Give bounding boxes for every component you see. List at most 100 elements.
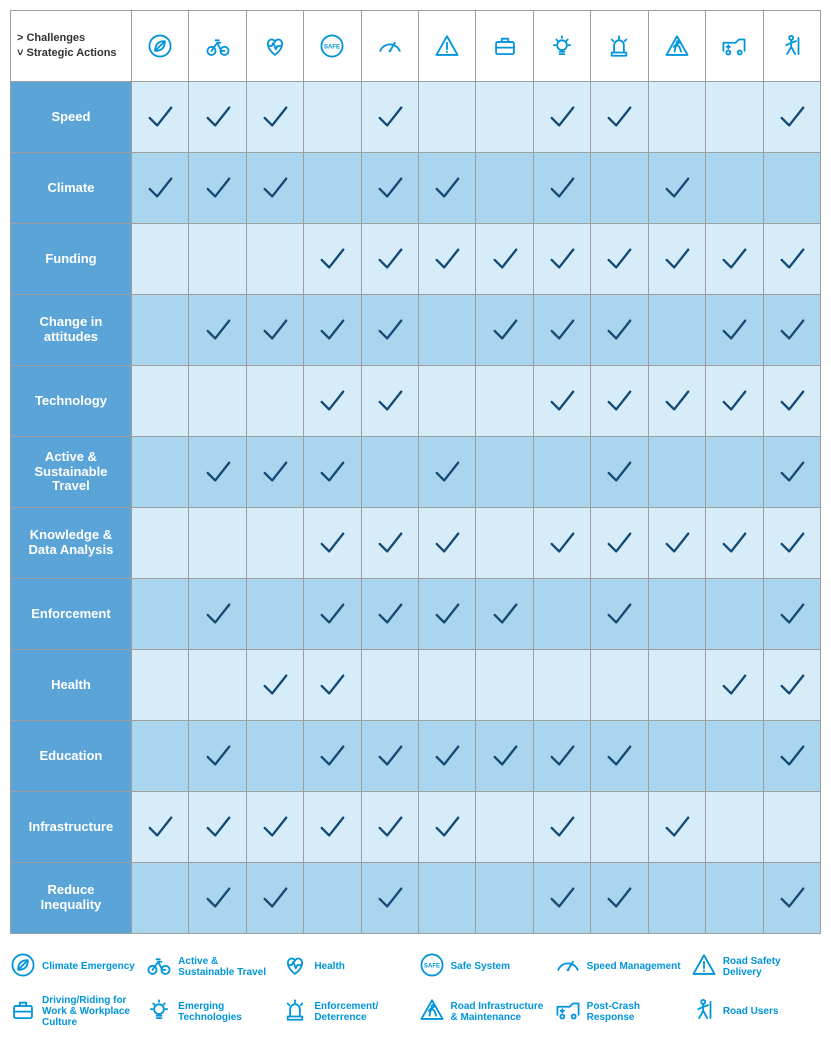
cell xyxy=(131,82,188,153)
cell xyxy=(476,437,533,508)
cell xyxy=(189,650,246,721)
cell xyxy=(304,508,361,579)
cell xyxy=(419,650,476,721)
cell xyxy=(763,82,820,153)
cell xyxy=(533,153,590,224)
cell xyxy=(246,508,303,579)
cell xyxy=(533,224,590,295)
check-icon xyxy=(477,741,531,771)
cell xyxy=(419,721,476,792)
cell xyxy=(361,295,418,366)
briefcase-icon xyxy=(10,997,36,1026)
col-head-postcrash xyxy=(706,11,763,82)
check-icon xyxy=(190,173,244,203)
cell xyxy=(419,366,476,437)
cell xyxy=(763,366,820,437)
cell xyxy=(591,721,648,792)
check-icon xyxy=(765,386,819,416)
check-icon xyxy=(592,102,646,132)
cell xyxy=(361,153,418,224)
leaf-icon xyxy=(132,33,188,59)
corner-line1: > Challenges xyxy=(17,31,130,46)
row-label: Speed xyxy=(11,82,132,153)
cell xyxy=(304,437,361,508)
check-icon xyxy=(477,599,531,629)
cell xyxy=(763,792,820,863)
cell xyxy=(361,650,418,721)
cell xyxy=(706,224,763,295)
check-icon xyxy=(305,670,359,700)
safe-icon: SAFE xyxy=(304,33,360,59)
cell xyxy=(246,82,303,153)
cell xyxy=(706,508,763,579)
legend-label: Road Infrastructure & Maintenance xyxy=(451,1001,549,1023)
check-icon xyxy=(707,315,761,345)
cell xyxy=(476,863,533,934)
col-head-climate xyxy=(131,11,188,82)
check-icon xyxy=(305,812,359,842)
col-head-speed xyxy=(361,11,418,82)
legend-label: Road Users xyxy=(723,1006,779,1017)
col-head-infra xyxy=(648,11,705,82)
cell xyxy=(361,366,418,437)
check-icon xyxy=(248,457,302,487)
check-icon xyxy=(420,741,474,771)
col-head-health xyxy=(246,11,303,82)
cell xyxy=(246,295,303,366)
cell xyxy=(591,792,648,863)
check-icon xyxy=(765,315,819,345)
cell xyxy=(304,82,361,153)
check-icon xyxy=(650,244,704,274)
legend-label: Post-Crash Response xyxy=(587,1001,685,1023)
cell xyxy=(131,579,188,650)
cell xyxy=(763,295,820,366)
cell xyxy=(706,721,763,792)
check-icon xyxy=(765,102,819,132)
cell xyxy=(476,650,533,721)
check-icon xyxy=(765,528,819,558)
cell xyxy=(533,508,590,579)
cell xyxy=(246,437,303,508)
cell xyxy=(189,721,246,792)
row-label: Funding xyxy=(11,224,132,295)
cell xyxy=(706,295,763,366)
check-icon xyxy=(248,173,302,203)
cell xyxy=(591,366,648,437)
check-icon xyxy=(420,173,474,203)
cell xyxy=(648,153,705,224)
cell xyxy=(476,792,533,863)
speedo-icon xyxy=(362,33,418,59)
cell xyxy=(648,224,705,295)
cell xyxy=(361,792,418,863)
warning-icon xyxy=(419,33,475,59)
cell xyxy=(419,437,476,508)
cell xyxy=(361,721,418,792)
cell xyxy=(648,650,705,721)
check-icon xyxy=(190,599,244,629)
check-icon xyxy=(592,883,646,913)
cell xyxy=(648,295,705,366)
cell xyxy=(706,650,763,721)
cell xyxy=(763,579,820,650)
cell xyxy=(419,295,476,366)
cell xyxy=(476,366,533,437)
check-icon xyxy=(765,599,819,629)
strategy-matrix: > Challenges˅ Strategic ActionsSAFE Spee… xyxy=(10,10,821,934)
check-icon xyxy=(420,812,474,842)
siren-icon xyxy=(282,997,308,1026)
cell xyxy=(591,508,648,579)
check-icon xyxy=(650,173,704,203)
check-icon xyxy=(305,457,359,487)
check-icon xyxy=(535,244,589,274)
cell xyxy=(304,650,361,721)
cell xyxy=(591,295,648,366)
check-icon xyxy=(363,244,417,274)
cell xyxy=(131,863,188,934)
cell xyxy=(131,508,188,579)
check-icon xyxy=(305,386,359,416)
check-icon xyxy=(305,528,359,558)
cell xyxy=(591,153,648,224)
check-icon xyxy=(133,102,187,132)
cell xyxy=(189,437,246,508)
cell xyxy=(648,82,705,153)
